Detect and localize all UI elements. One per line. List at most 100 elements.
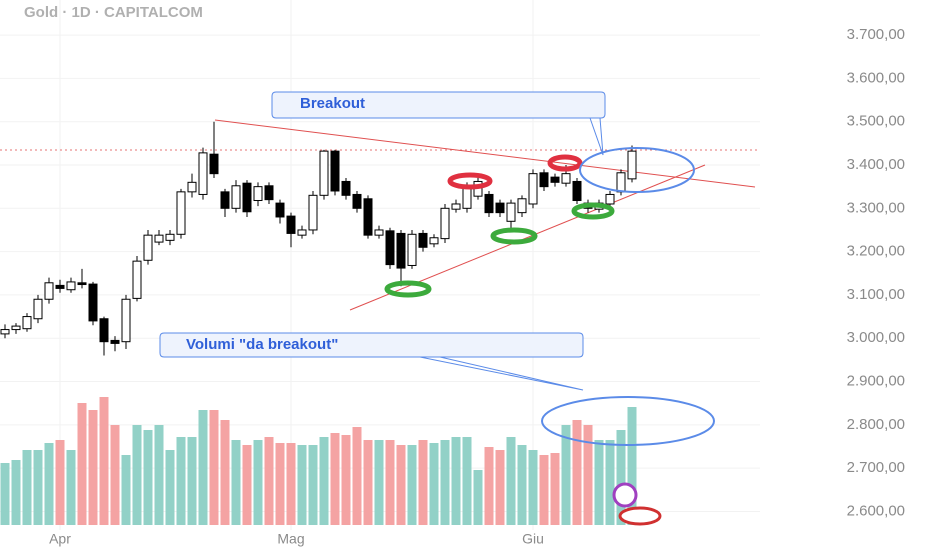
chart-title: Gold · 1D · CAPITALCOM: [24, 4, 203, 21]
candle-body: [99, 318, 109, 343]
candle-body: [418, 232, 428, 248]
volume-bar: [264, 437, 274, 525]
candle-body: [484, 193, 494, 214]
candle-body: [286, 215, 296, 234]
volume-bar: [561, 425, 571, 525]
candle-body: [352, 193, 362, 209]
volume-layer: [0, 397, 637, 525]
volume-bar: [385, 440, 395, 525]
volume-bar: [462, 437, 472, 525]
y-tick-label: 3.600,00: [847, 69, 905, 86]
candle-body: [132, 260, 142, 299]
candle-body: [253, 186, 263, 202]
candle-body: [528, 173, 538, 205]
candle-body: [143, 234, 153, 261]
annotation-arrow: [419, 356, 584, 391]
volume-bar: [308, 445, 318, 525]
candle-body: [429, 237, 439, 245]
candle-body: [77, 282, 87, 286]
y-tick-label: 3.300,00: [847, 199, 905, 216]
resistance-line: [214, 119, 756, 188]
ring: [571, 202, 615, 220]
candle-body: [330, 150, 340, 192]
candle-body: [616, 172, 626, 193]
candle-body: [176, 191, 186, 235]
y-tick-label: 2.600,00: [847, 502, 905, 519]
candle-body: [154, 234, 164, 243]
candles-layer: [0, 121, 637, 356]
candle-body: [363, 198, 373, 236]
volume-bar: [154, 425, 164, 525]
volume-bar: [143, 430, 153, 525]
volume-bar: [99, 397, 109, 525]
candle-body: [209, 153, 219, 175]
candle-body: [121, 298, 131, 343]
candle-body: [165, 233, 175, 241]
candle-body: [66, 281, 76, 291]
x-tick-label: Giu: [522, 531, 544, 547]
candle-body: [396, 232, 406, 269]
touch-rings: [384, 154, 615, 298]
candle-body: [198, 152, 208, 195]
candle-body: [231, 185, 241, 209]
volume-bar: [583, 425, 593, 525]
volume-bar: [132, 425, 142, 525]
volume-bar: [198, 410, 208, 525]
candle-body: [297, 229, 307, 236]
candle-body: [627, 150, 637, 180]
candle-body: [572, 180, 582, 202]
volume-bar: [110, 425, 120, 525]
volume-bar: [286, 443, 296, 525]
volume-bar: [374, 440, 384, 525]
candle-body: [506, 202, 516, 222]
volume-bar: [473, 470, 483, 525]
volume-ellipse: [541, 396, 715, 446]
volume-bar: [616, 430, 626, 525]
candle-body: [550, 176, 560, 183]
candle-body: [55, 284, 65, 289]
volume-bar: [352, 427, 362, 525]
volume-bar: [396, 445, 406, 525]
volume-bar: [330, 433, 340, 525]
candle-body: [22, 316, 32, 330]
y-tick-label: 2.700,00: [847, 459, 905, 476]
annotation-box: [159, 332, 584, 358]
y-tick-label: 3.200,00: [847, 243, 905, 260]
icon: [612, 482, 638, 508]
volume-bar: [297, 445, 307, 525]
x-tick-label: Apr: [49, 531, 71, 547]
volume-bar: [550, 453, 560, 525]
volume-bar: [594, 440, 604, 525]
annotation-box: [271, 91, 606, 119]
y-tick-label: 3.400,00: [847, 156, 905, 173]
candle-body: [308, 194, 318, 231]
icon: [618, 506, 662, 526]
volume-bar: [121, 455, 131, 525]
volume-bar: [429, 443, 439, 525]
volume-bar: [528, 450, 538, 525]
volume-bar: [55, 440, 65, 525]
candle-body: [319, 150, 329, 196]
candle-body: [264, 185, 274, 201]
breakout-ellipse: [579, 147, 695, 193]
candle-body: [374, 229, 384, 236]
candle-body: [341, 180, 351, 196]
volume-bar: [319, 437, 329, 525]
candle-body: [242, 182, 252, 213]
support-line: [349, 164, 706, 311]
volume-bar: [77, 403, 87, 525]
volume-bar: [88, 410, 98, 525]
y-tick-label: 3.700,00: [847, 26, 905, 43]
candle-body: [539, 172, 549, 188]
ring: [490, 227, 538, 245]
candle-body: [440, 207, 450, 240]
annotation: Volumi "da breakout": [186, 336, 338, 353]
candle-body: [385, 230, 395, 266]
y-tick-label: 3.100,00: [847, 286, 905, 303]
candle-body: [110, 339, 120, 344]
y-tick-label: 3.000,00: [847, 329, 905, 346]
y-tick-label: 2.900,00: [847, 373, 905, 390]
x-tick-label: Mag: [277, 531, 304, 547]
candle-body: [11, 325, 21, 331]
